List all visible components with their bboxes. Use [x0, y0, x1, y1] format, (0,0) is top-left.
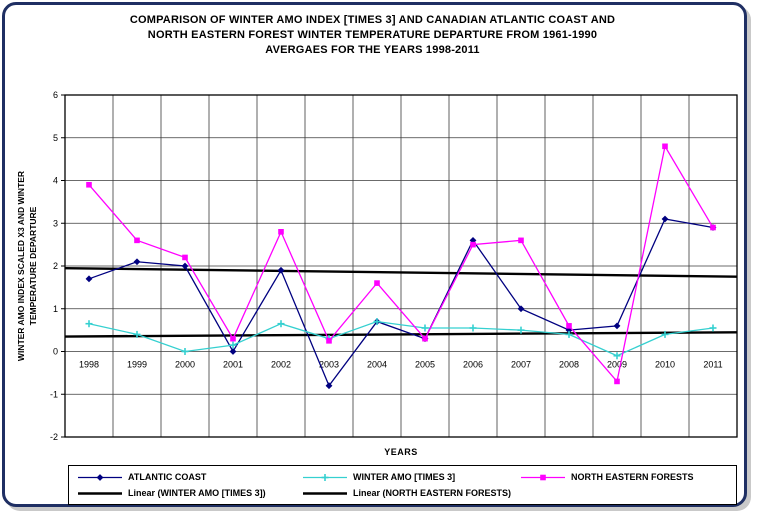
y-axis-title-line1: WINTER AMO INDEX SCALED X3 AND WINTER [16, 170, 26, 362]
chart-frame [2, 2, 747, 507]
legend-label-north-eastern-forests: NORTH EASTERN FORESTS [571, 472, 694, 482]
chart-title: COMPARISON OF WINTER AMO INDEX [TIMES 3]… [0, 13, 745, 58]
atlantic-coast-line-marker-icon [78, 473, 122, 481]
legend-item-north-eastern-forests: NORTH EASTERN FORESTS [520, 472, 728, 483]
chart-title-line3: AVERGAES FOR THE YEARS 1998-2011 [265, 44, 480, 56]
north-eastern-forests-line-marker-icon [521, 474, 565, 480]
x-axis-title: YEARS [384, 447, 418, 457]
legend-item-linear-winter-amo: Linear (WINTER AMO [TIMES 3]) [77, 488, 302, 499]
chart-legend: ATLANTIC COAST WINTER AMO [TIMES 3] NORT… [68, 465, 737, 505]
winter-amo-line-marker-icon [303, 473, 347, 481]
legend-label-winter-amo: WINTER AMO [TIMES 3] [353, 472, 456, 482]
chart-title-line1: COMPARISON OF WINTER AMO INDEX [TIMES 3]… [129, 14, 616, 26]
linear-north-eastern-forests-line-icon [303, 491, 347, 495]
chart-title-line2: NORTH EASTERN FOREST WINTER TEMPERATURE … [147, 29, 598, 41]
legend-item-atlantic-coast: ATLANTIC COAST [77, 472, 302, 483]
y-axis-title-line2: TEMPERATURE DEPARTURE [28, 206, 38, 326]
legend-label-linear-winter-amo: Linear (WINTER AMO [TIMES 3]) [128, 488, 266, 498]
legend-item-linear-north-eastern-forests: Linear (NORTH EASTERN FORESTS) [302, 488, 520, 499]
legend-label-linear-north-eastern-forests: Linear (NORTH EASTERN FORESTS) [353, 488, 512, 498]
legend-label-atlantic-coast: ATLANTIC COAST [128, 472, 207, 482]
legend-item-winter-amo: WINTER AMO [TIMES 3] [302, 472, 520, 483]
linear-winter-amo-line-icon [78, 491, 122, 495]
y-axis-title: WINTER AMO INDEX SCALED X3 AND WINTER TE… [10, 95, 44, 437]
